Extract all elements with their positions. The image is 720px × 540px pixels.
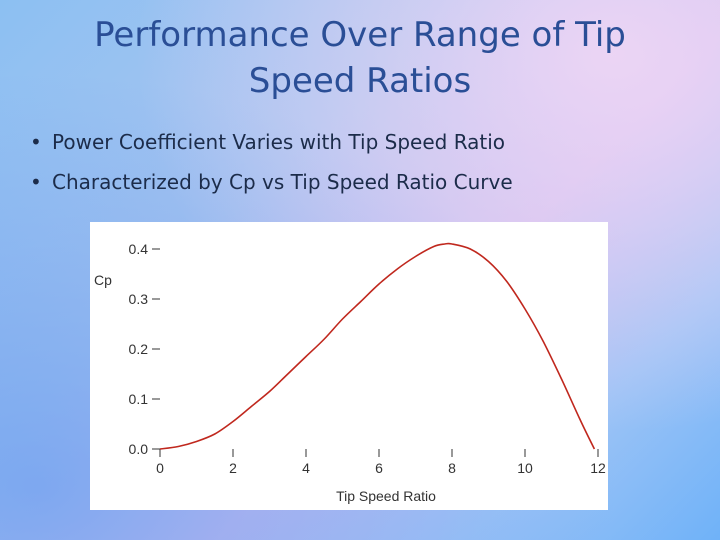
y-tick-label: 0.0	[129, 441, 149, 457]
x-tick-label: 4	[302, 460, 310, 476]
x-tick-label: 10	[517, 460, 533, 476]
y-tick-label: 0.1	[129, 391, 149, 407]
series-line-cp	[159, 242, 596, 450]
bullet-text: Characterized by Cp vs Tip Speed Ratio C…	[52, 170, 513, 194]
bullet-item: • Characterized by Cp vs Tip Speed Ratio …	[30, 168, 513, 208]
bullet-dot: •	[30, 130, 42, 154]
slide-title: Performance Over Range of Tip Speed Rati…	[94, 15, 626, 101]
bullet-dot: •	[30, 170, 42, 194]
bullet-item: • Power Coefficient Varies with Tip Speed…	[30, 128, 513, 168]
x-tick-label: 6	[375, 460, 383, 476]
y-tick-label: 0.4	[129, 241, 149, 257]
chart-svg: 0.0 0.1 0.2 0.3 0.4 0 2 4 6 8 10 12 Cp Tip Speed R…	[94, 241, 606, 504]
x-tick-label: 8	[448, 460, 456, 476]
x-tick-label: 2	[229, 460, 237, 476]
cp-chart: 0.0 0.1 0.2 0.3 0.4 0 2 4 6 8 10 12 Cp Tip Speed R…	[90, 222, 608, 510]
x-tick-label: 0	[156, 460, 164, 476]
y-tick-label: 0.2	[129, 341, 149, 357]
x-axis-label: Tip Speed Ratio	[336, 488, 436, 504]
bullet-list: • Power Coefficient Varies with Tip Speed…	[30, 128, 513, 208]
y-axis-label: Cp	[94, 272, 112, 288]
y-axis: 0.0 0.1 0.2 0.3 0.4	[129, 241, 160, 457]
x-axis: 0 2 4 6 8 10 12	[156, 449, 606, 476]
x-tick-label: 12	[590, 460, 606, 476]
y-tick-label: 0.3	[129, 291, 149, 307]
bullet-text: Power Coefficient Varies with Tip Speed …	[52, 130, 506, 154]
